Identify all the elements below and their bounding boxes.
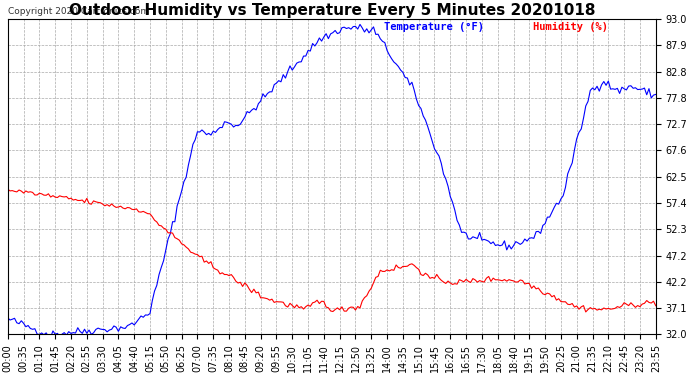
Text: Humidity (%): Humidity (%) bbox=[533, 22, 608, 32]
Text: Copyright 2020 Cartronics.com: Copyright 2020 Cartronics.com bbox=[8, 7, 150, 16]
Text: Temperature (°F): Temperature (°F) bbox=[384, 22, 484, 32]
Title: Outdoor Humidity vs Temperature Every 5 Minutes 20201018: Outdoor Humidity vs Temperature Every 5 … bbox=[68, 3, 595, 18]
